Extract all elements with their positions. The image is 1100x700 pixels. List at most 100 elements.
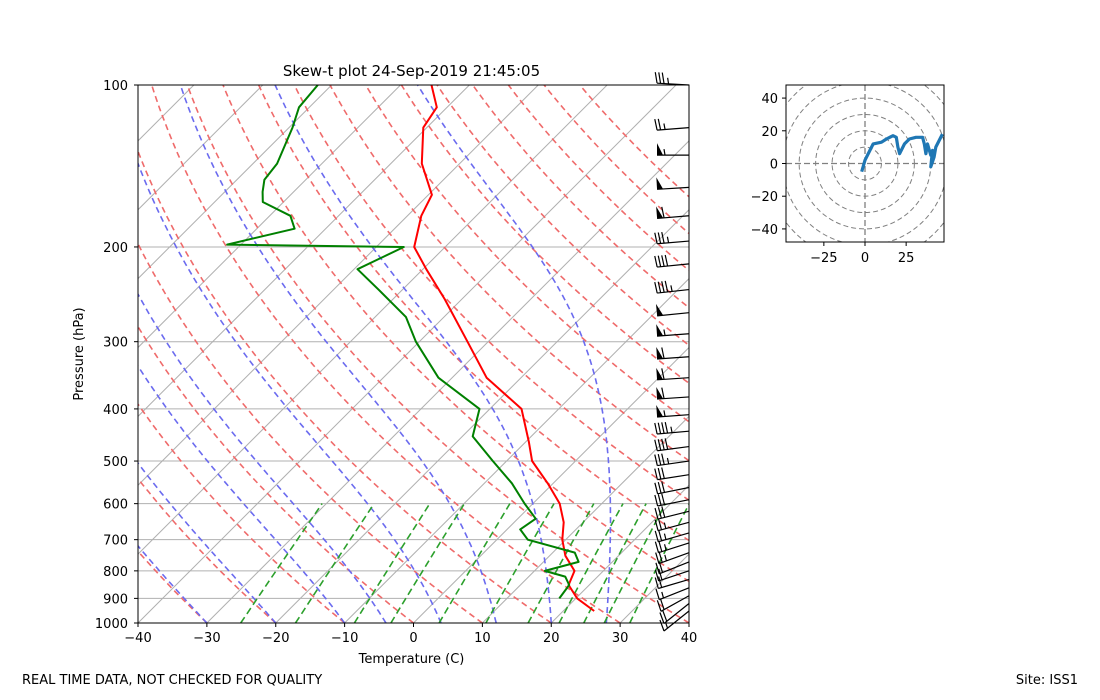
x-tick-label: −20 [262,631,289,646]
isotherm-line [138,85,332,280]
wind-barb [654,576,690,590]
dry-adiabat [293,85,689,502]
dry-adiabat [186,85,689,623]
mixing-ratio-line [438,503,511,623]
moist-adiabat [138,292,387,623]
wind-barb [655,551,690,565]
plot-frame [137,84,690,624]
isotherm-line [206,140,689,623]
quality-disclaimer: REAL TIME DATA, NOT CHECKED FOR QUALITY [22,673,323,688]
wind-barb [654,529,690,543]
wind-barb [655,587,690,601]
y-tick-label: 1000 [95,617,128,632]
temperature-trace [413,85,595,612]
isotherm-line [550,484,689,623]
isotherm-line [138,85,539,486]
x-tick-label: 40 [681,631,698,646]
moist-adiabat [138,364,346,623]
dry-adiabat [329,85,689,462]
isotherm-line [344,277,689,623]
hodograph-x-tick-label: 0 [861,251,869,266]
dry-adiabat [222,85,689,583]
y-tick-label: 800 [103,565,128,580]
dry-adiabat [365,85,689,423]
wind-barb [654,568,690,582]
wind-barb [655,303,690,317]
x-tick-label: 30 [612,631,629,646]
isotherm-line [275,209,689,623]
mixing-ratio-line [294,503,375,623]
hodograph-y-tick-label: 20 [761,125,778,140]
mixing-ratio-line [485,503,555,623]
wind-barb [654,438,690,452]
y-axis-label: Pressure (hPa) [72,307,87,400]
wind-barb [654,254,690,268]
mixing-ratio-line [583,503,647,623]
isotherm-line [0,85,56,623]
dry-adiabat [138,149,552,623]
wind-barb [654,467,690,481]
mixing-ratio-line [603,503,667,623]
y-tick-label: 900 [103,592,128,607]
wind-barb [654,421,690,435]
wind-barbs [654,72,690,632]
dry-adiabat [400,85,689,385]
wind-barb [654,540,690,554]
mixing-ratio-line [558,503,624,623]
isotherm-line [138,85,195,142]
wind-barb [656,387,690,400]
x-tick-label: −10 [331,631,358,646]
wind-barb [654,493,690,507]
hodograph-x-tick-label: 25 [898,251,915,266]
hodograph-trace [860,133,944,173]
wind-barb [656,346,690,360]
wind-barb [654,506,690,520]
dry-adiabat [138,241,483,623]
hodograph-area [786,85,944,242]
y-tick-label: 400 [103,403,128,418]
wind-barb [654,453,690,467]
mixing-ratio-line [527,503,595,623]
x-tick-label: 20 [543,631,560,646]
wind-barb [654,518,690,532]
wind-barb [659,610,690,632]
wind-barb [657,143,689,156]
hodograph-plot: −25 0 25 −40 −20 0 20 40 [751,84,945,266]
wind-barb [654,280,690,294]
x-tick-label: 10 [474,631,491,646]
hodograph-x-tick-label: −25 [810,251,837,266]
hodograph-y-tick-label: −20 [751,190,778,205]
x-tick-label: −40 [124,631,151,646]
wind-barb [656,177,690,190]
moist-adiabat [179,85,497,623]
dry-adiabat [507,85,689,272]
isotherm-line [138,85,677,623]
mixing-ratio-line [240,503,323,623]
x-tick-label: 0 [409,631,417,646]
dry-adiabat [138,402,346,623]
x-tick-label: −30 [193,631,220,646]
dewpoint-trace [226,85,580,599]
moist-adiabat [138,461,277,623]
wind-barb [656,206,690,220]
moist-adiabat [138,544,208,623]
wind-barb [654,72,690,86]
y-tick-label: 600 [103,498,128,513]
wind-barb [656,404,690,418]
wind-barb [659,603,690,624]
isotherm-line [138,85,608,555]
moist-adiabat [274,85,553,623]
isotherm-line [138,85,401,349]
chart-title: Skew-t plot 24-Sep-2019 21:45:05 [283,62,540,80]
isotherm-line [482,415,689,623]
isotherm-line [138,85,264,211]
dry-adiabat [472,85,689,309]
dry-adiabat [138,325,414,623]
mixing-ratio-line [353,503,431,623]
wind-barb [656,324,690,337]
moist-adiabat [138,161,442,623]
dry-adiabat [257,85,689,542]
isotherm-line [688,622,689,623]
isotherm-line [138,85,470,418]
